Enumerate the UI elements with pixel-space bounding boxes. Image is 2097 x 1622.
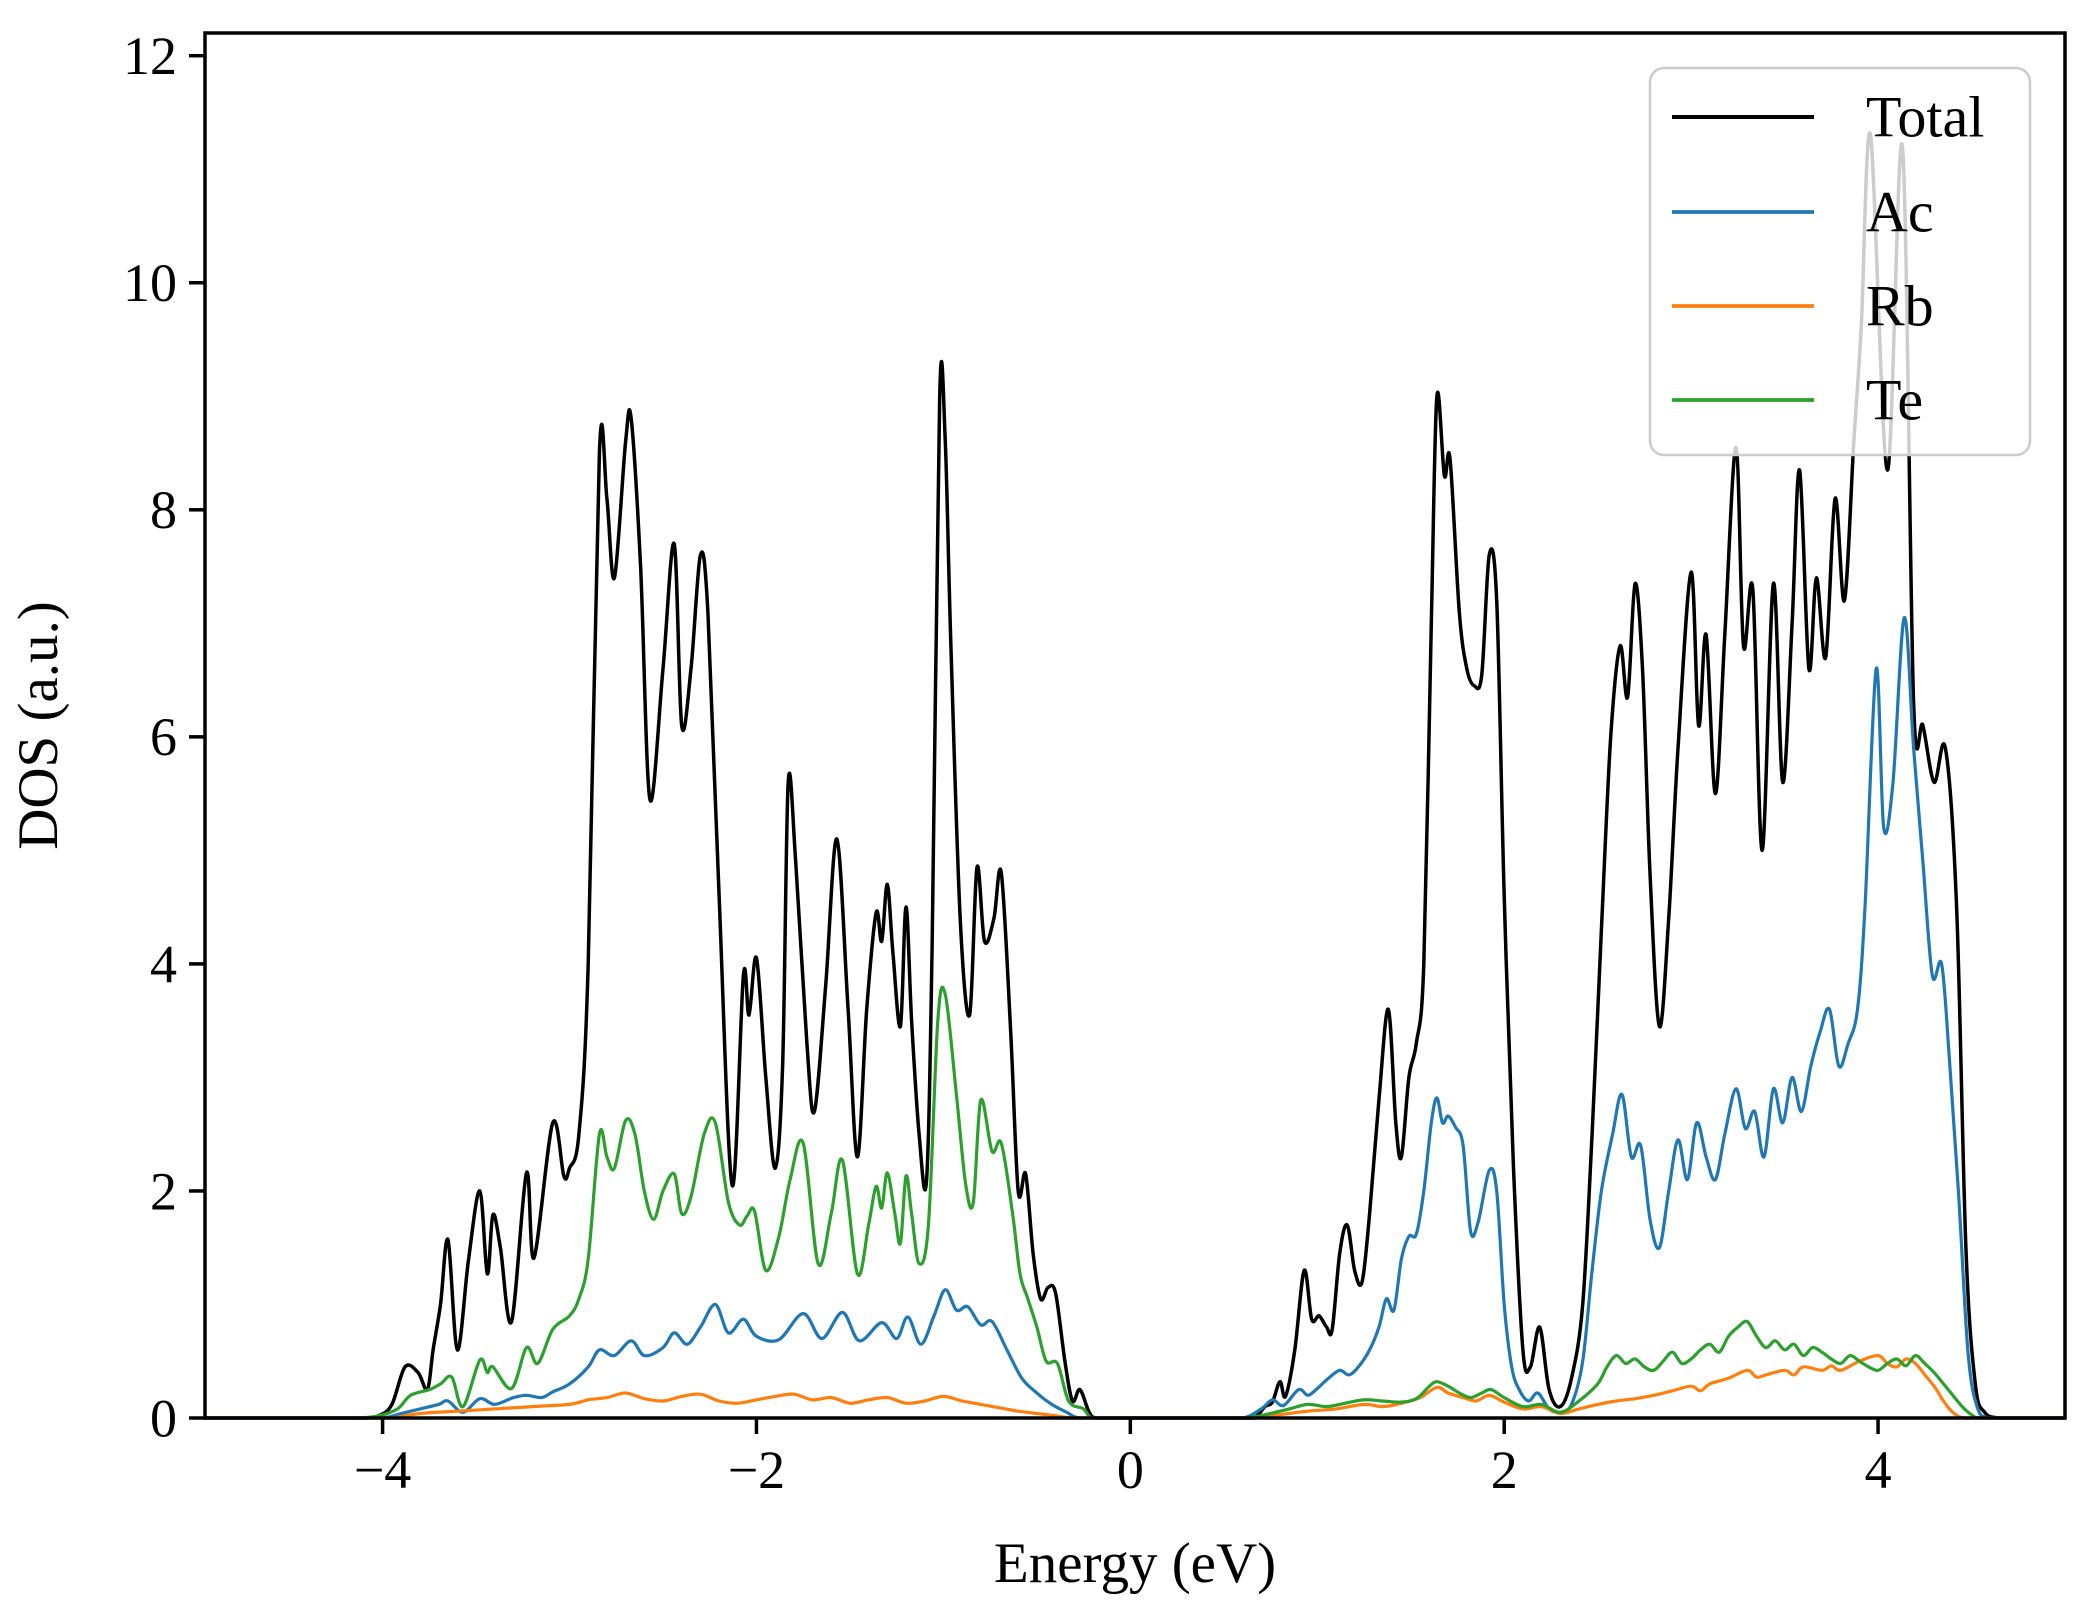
series-line-rb (205, 1353, 2065, 1420)
legend-label-total: Total (1866, 85, 1984, 150)
series-line-te (205, 985, 2065, 1420)
y-tick-label: 2 (150, 1161, 177, 1221)
y-tick-label: 8 (150, 480, 177, 540)
y-tick-label: 4 (150, 934, 177, 994)
x-tick-label: −2 (728, 1440, 785, 1500)
axes-frame (203, 31, 2067, 1420)
x-tick-label: 4 (1865, 1440, 1892, 1500)
y-tick-label: 0 (150, 1388, 177, 1448)
y-tick-label: 12 (123, 26, 177, 86)
legend-label-rb: Rb (1866, 274, 1934, 339)
legend-frame (1648, 66, 2032, 457)
x-tick-label: 2 (1491, 1440, 1518, 1500)
legend-label-ac: Ac (1866, 180, 1934, 245)
y-axis-label: DOS (a.u.) (7, 601, 70, 850)
x-tick-label: 0 (1117, 1440, 1144, 1500)
x-tick-label: −4 (354, 1440, 411, 1500)
y-tick-label: 10 (123, 253, 177, 313)
series-line-ac (205, 616, 2065, 1420)
y-tick-label: 6 (150, 707, 177, 767)
legend-label-te: Te (1866, 368, 1923, 433)
x-axis-label: Energy (eV) (994, 1532, 1276, 1595)
